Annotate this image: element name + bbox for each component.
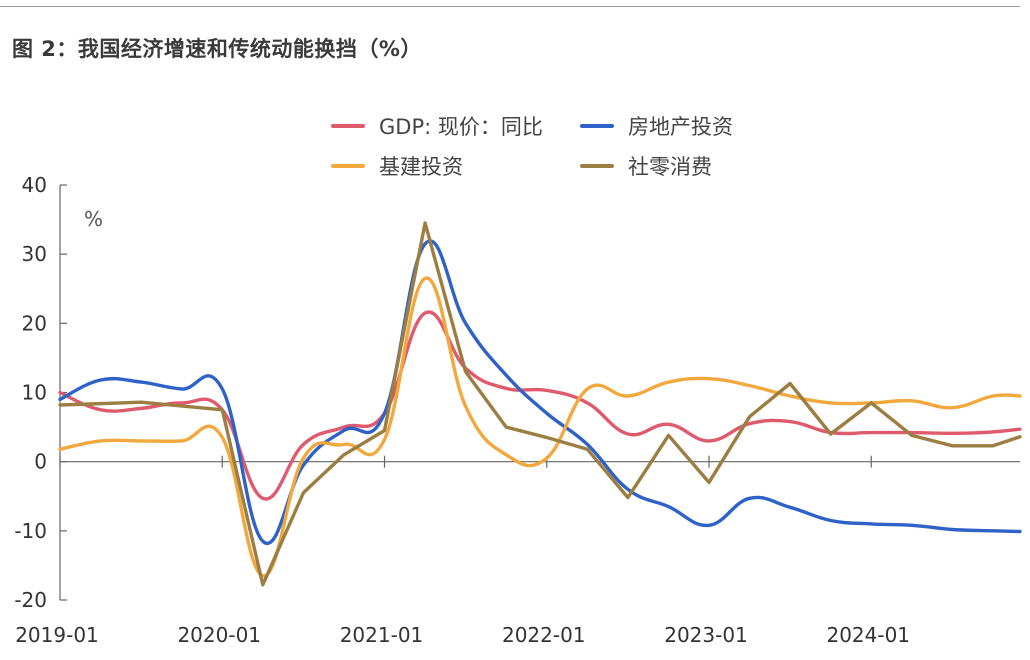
y-tick-label: -20 xyxy=(14,588,47,612)
y-tick-label: 10 xyxy=(22,381,47,405)
legend-label-real-estate: 房地产投资 xyxy=(628,115,733,139)
y-tick-label: 0 xyxy=(34,450,47,474)
y-tick-labels: 40 30 20 10 0 -10 -20 xyxy=(14,173,47,612)
top-rule xyxy=(0,6,1020,7)
y-tick-label: 40 xyxy=(22,173,47,197)
series-line-gdp xyxy=(58,310,1022,501)
y-tick-label: 20 xyxy=(22,311,47,335)
chart-title: 图 2：我国经济增速和传统动能换挡（%） xyxy=(12,37,422,61)
series-line-infrastructure xyxy=(58,276,1022,578)
x-tick-label: 2022-01 xyxy=(502,623,586,647)
unit-label: % xyxy=(84,207,103,231)
series-line-retail xyxy=(58,221,1022,587)
x-tick-label: 2023-01 xyxy=(664,623,748,647)
legend-label-infrastructure: 基建投资 xyxy=(379,155,463,179)
x-tick-label: 2024-01 xyxy=(826,623,910,647)
legend-label-gdp: GDP: 现价：同比 xyxy=(379,115,543,139)
x-tick-label: 2021-01 xyxy=(340,623,424,647)
series-line-real-estate xyxy=(58,239,1022,546)
y-tick-label: -10 xyxy=(14,519,47,543)
x-tick-label: 2020-01 xyxy=(177,623,261,647)
series-lines xyxy=(58,221,1022,587)
y-tick-label: 30 xyxy=(22,242,47,266)
x-tick-label: 2019-01 xyxy=(15,623,99,647)
legend-label-retail: 社零消费 xyxy=(628,155,712,179)
axes xyxy=(59,184,1020,601)
x-tick-labels: 2019-01 2020-01 2021-01 2022-01 2023-01 2024-… xyxy=(15,623,910,647)
